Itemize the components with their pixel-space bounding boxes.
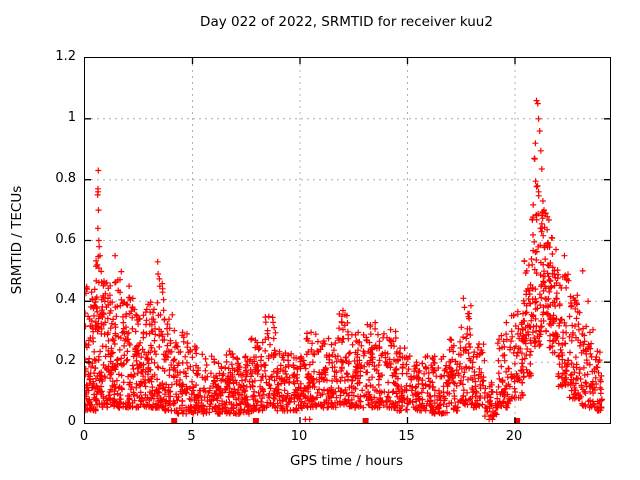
- x-tick-label: 10: [290, 429, 308, 444]
- zero-square-marker: [514, 418, 521, 423]
- zero-square-marker: [252, 418, 259, 423]
- scatter-points: [85, 97, 605, 423]
- scatter-canvas: [85, 58, 610, 423]
- y-tick-label: 0.2: [55, 353, 76, 369]
- y-tick-label: 0.8: [55, 170, 76, 186]
- x-tick-label: 20: [505, 429, 523, 444]
- x-tick-label: 15: [398, 429, 415, 444]
- x-tick-label: 0: [79, 429, 89, 444]
- x-tick-label: 5: [187, 429, 196, 444]
- y-axis-label: SRMTID / TECUs: [9, 185, 25, 295]
- plot-area: [84, 57, 611, 424]
- chart-title: Day 022 of 2022, SRMTID for receiver kuu…: [200, 14, 493, 30]
- y-tick-label: 0: [67, 414, 76, 429]
- zero-square-marker: [362, 418, 369, 423]
- y-tick-label: 1: [67, 109, 76, 125]
- zero-square-marker: [171, 418, 178, 423]
- y-tick-label: 0.4: [55, 292, 76, 308]
- x-axis-label: GPS time / hours: [289, 453, 404, 469]
- axis-ticks: [85, 58, 610, 423]
- y-tick-label: 0.6: [55, 231, 76, 247]
- y-tick-label: 1.2: [55, 49, 76, 64]
